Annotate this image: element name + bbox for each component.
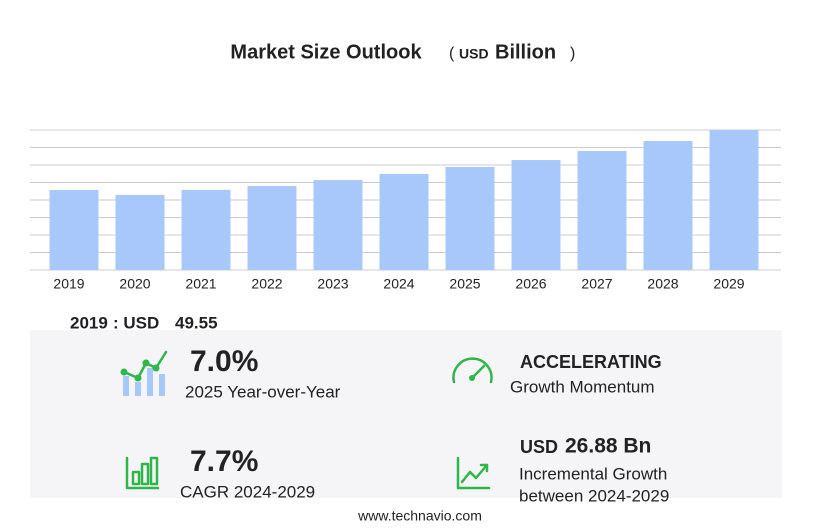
stat-label: Growth Momentum bbox=[510, 377, 655, 396]
stat-value: 7.7% bbox=[190, 445, 258, 478]
unit-close: ) bbox=[570, 45, 575, 62]
stat-label: 2025 Year-over-Year bbox=[185, 382, 341, 401]
chart-title: Market Size Outlook bbox=[230, 41, 422, 63]
x-tick-label: 2022 bbox=[251, 276, 282, 292]
bar bbox=[49, 189, 99, 270]
bar bbox=[577, 150, 627, 270]
bar bbox=[247, 186, 297, 270]
x-tick-label: 2028 bbox=[647, 276, 678, 292]
stat-label: Incremental Growth bbox=[519, 464, 667, 483]
bar bbox=[115, 194, 165, 270]
bar bbox=[181, 189, 231, 270]
highlight-label: : USD bbox=[113, 313, 159, 332]
stat-currency: USD bbox=[520, 437, 558, 457]
x-tick-label: 2026 bbox=[515, 276, 546, 292]
x-tick-label: 2024 bbox=[383, 276, 414, 292]
stat-label: between 2024-2029 bbox=[519, 486, 669, 505]
x-tick-label: 2027 bbox=[581, 276, 612, 292]
yoy-icon bbox=[120, 350, 168, 396]
x-tick-label: 2023 bbox=[317, 276, 348, 292]
x-tick-label: 2029 bbox=[713, 276, 744, 292]
x-tick-label: 2025 bbox=[449, 276, 480, 292]
incremental-icon bbox=[456, 456, 491, 490]
x-tick-label: 2021 bbox=[185, 276, 216, 292]
footer: www.technavio.com bbox=[357, 508, 482, 524]
stat-label: CAGR 2024-2029 bbox=[180, 482, 315, 501]
cagr-icon bbox=[125, 456, 160, 490]
bar bbox=[379, 173, 429, 270]
bar bbox=[643, 140, 693, 270]
bar bbox=[313, 180, 363, 270]
highlight: 2019 : USD 49.55 bbox=[70, 313, 218, 332]
unit-name: Billion bbox=[495, 41, 556, 63]
stat-value: 7.0% bbox=[190, 345, 258, 378]
bar bbox=[445, 166, 495, 270]
bar bbox=[511, 160, 561, 270]
highlight-value: 49.55 bbox=[175, 313, 218, 332]
stat-value: ACCELERATING bbox=[520, 352, 662, 372]
stat-value: 26.88 Bn bbox=[565, 435, 651, 458]
stats-panel bbox=[30, 330, 782, 498]
x-tick-label: 2020 bbox=[119, 276, 150, 292]
bar bbox=[709, 130, 759, 270]
momentum-icon bbox=[452, 357, 493, 384]
highlight-year: 2019 bbox=[70, 313, 108, 332]
x-tick-label: 2019 bbox=[53, 276, 84, 292]
unit-currency: USD bbox=[459, 46, 489, 62]
unit-open: ( bbox=[449, 45, 455, 62]
